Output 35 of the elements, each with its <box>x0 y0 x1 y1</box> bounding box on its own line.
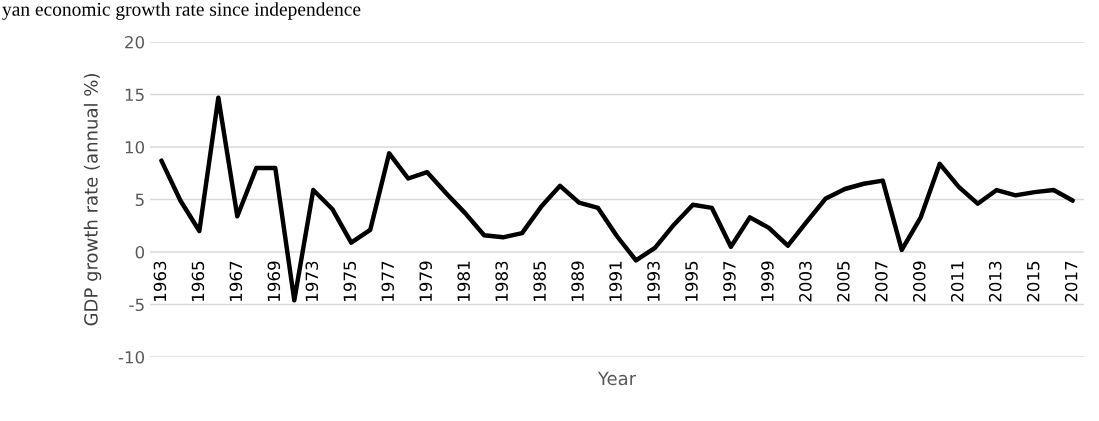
x-tick-label: 1989 <box>571 261 584 301</box>
x-tick-label: 1997 <box>723 261 736 301</box>
x-tick-label: 2007 <box>875 261 888 302</box>
y-axis-title: GDP growth rate (annual %) <box>83 74 102 326</box>
x-tick-label: 1999 <box>761 261 774 301</box>
y-tick-label: 10 <box>125 140 145 154</box>
x-tick-label: 1977 <box>381 261 395 301</box>
y-tick-label: 0 <box>135 245 145 259</box>
x-tick-label: 1981 <box>457 261 470 301</box>
y-tick-label: -10 <box>118 350 145 364</box>
x-tick-label: 1969 <box>267 261 281 301</box>
y-tick-label: 5 <box>135 193 144 207</box>
x-axis-title: Year <box>597 371 637 386</box>
y-tick-label: 20 <box>125 35 145 49</box>
chart-title: yan economic growth rate since independence <box>2 2 361 20</box>
x-tick-label: 2003 <box>799 261 812 302</box>
x-tick-label: 2009 <box>912 261 926 302</box>
x-tick-label: 1965 <box>191 261 205 301</box>
x-tick-label: 2013 <box>988 261 1002 302</box>
x-tick-label: 1993 <box>647 261 660 301</box>
x-tick-label: 1985 <box>533 261 546 301</box>
x-tick-label: 1979 <box>419 261 432 301</box>
x-tick-label: 2011 <box>950 261 964 302</box>
x-tick-label: 1963 <box>153 261 167 301</box>
y-tick-label: -5 <box>129 298 144 312</box>
x-tick-label: 1973 <box>305 261 319 301</box>
x-tick-label: 2015 <box>1026 261 1040 302</box>
x-tick-label: 1967 <box>229 261 243 301</box>
y-tick-label: 15 <box>125 88 144 102</box>
x-tick-label: 1975 <box>343 261 357 301</box>
x-tick-label: 1983 <box>495 261 508 301</box>
x-tick-label: 1991 <box>609 261 622 301</box>
x-tick-label: 1995 <box>685 261 698 301</box>
x-tick-label: 2005 <box>837 261 850 302</box>
x-tick-label: 2017 <box>1064 261 1078 302</box>
